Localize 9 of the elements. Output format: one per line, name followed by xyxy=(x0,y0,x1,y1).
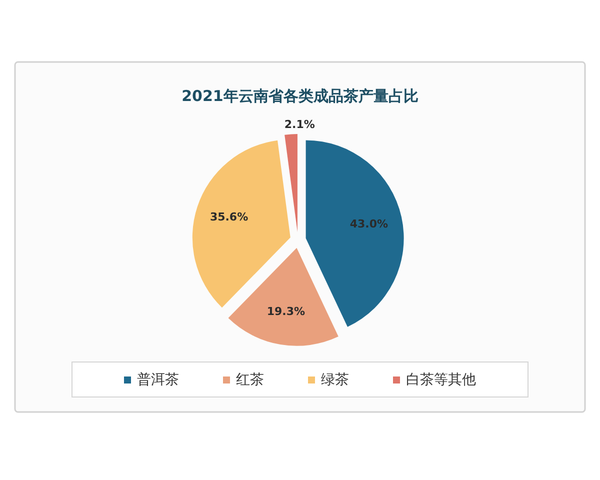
chart-title: 2021年云南省各类成品茶产量占比 xyxy=(182,87,418,105)
data-label: 43.0% xyxy=(350,218,388,231)
legend-label: 普洱茶 xyxy=(137,371,179,388)
data-label: 19.3% xyxy=(266,305,306,318)
data-label: 2.1% xyxy=(284,118,315,131)
legend-label: 绿茶 xyxy=(321,372,349,388)
legend-label: 白茶等其他 xyxy=(406,372,476,388)
data-label: 35.6% xyxy=(210,210,248,224)
legend-label: 红茶 xyxy=(236,372,264,388)
